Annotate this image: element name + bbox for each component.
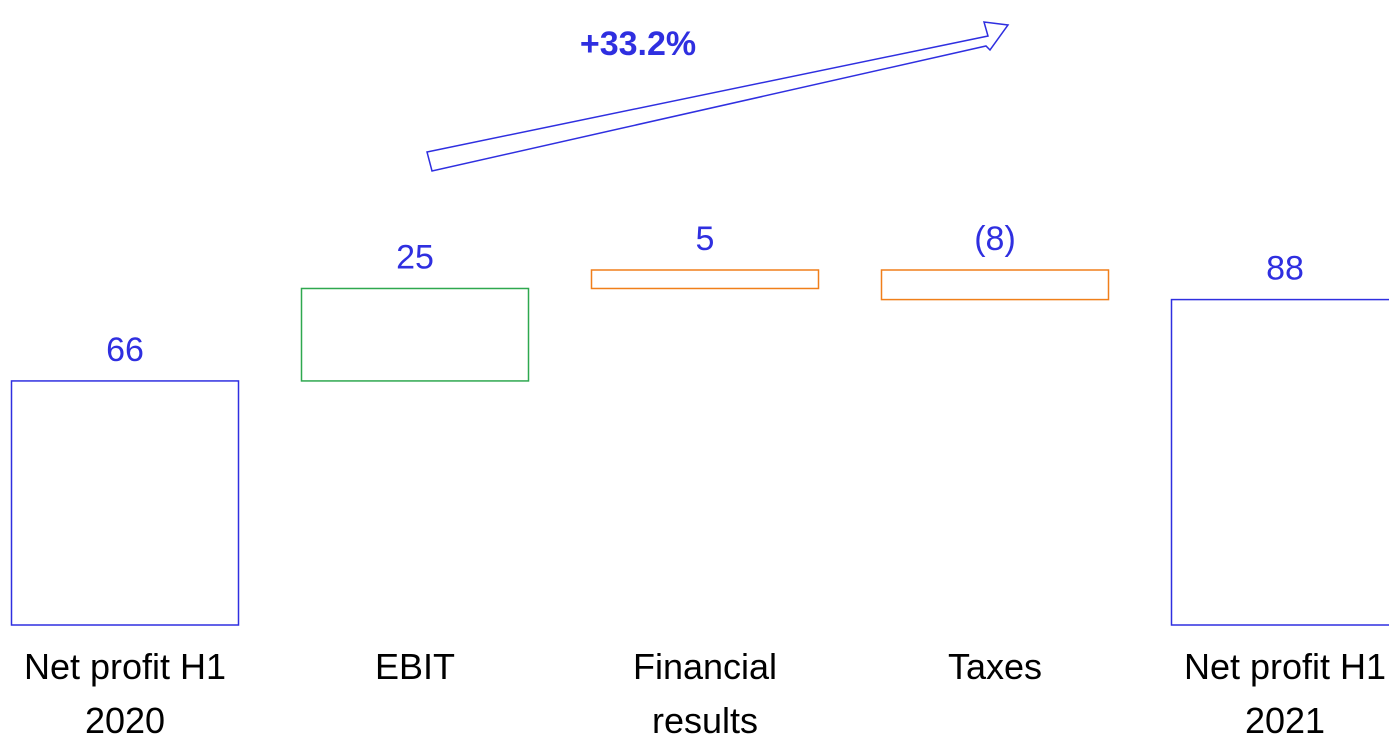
growth-arrow [426,21,1010,172]
value-label: 25 [396,238,434,276]
bar [880,269,1110,301]
bar [10,380,240,626]
bar [300,287,530,382]
category-label: Financial results [632,646,778,741]
value-label: (8) [974,220,1016,258]
category-label: EBIT [374,646,455,687]
category-label: Net profit H1 2021 [1183,646,1387,741]
category-label: Net profit H1 2020 [23,646,227,741]
value-label: 5 [696,220,715,258]
value-label: 66 [106,331,144,369]
value-label: 88 [1266,250,1304,288]
bar [1170,298,1389,626]
category-label: Taxes [947,646,1043,687]
annotation: +33.2% [580,25,696,63]
bar [590,269,820,290]
